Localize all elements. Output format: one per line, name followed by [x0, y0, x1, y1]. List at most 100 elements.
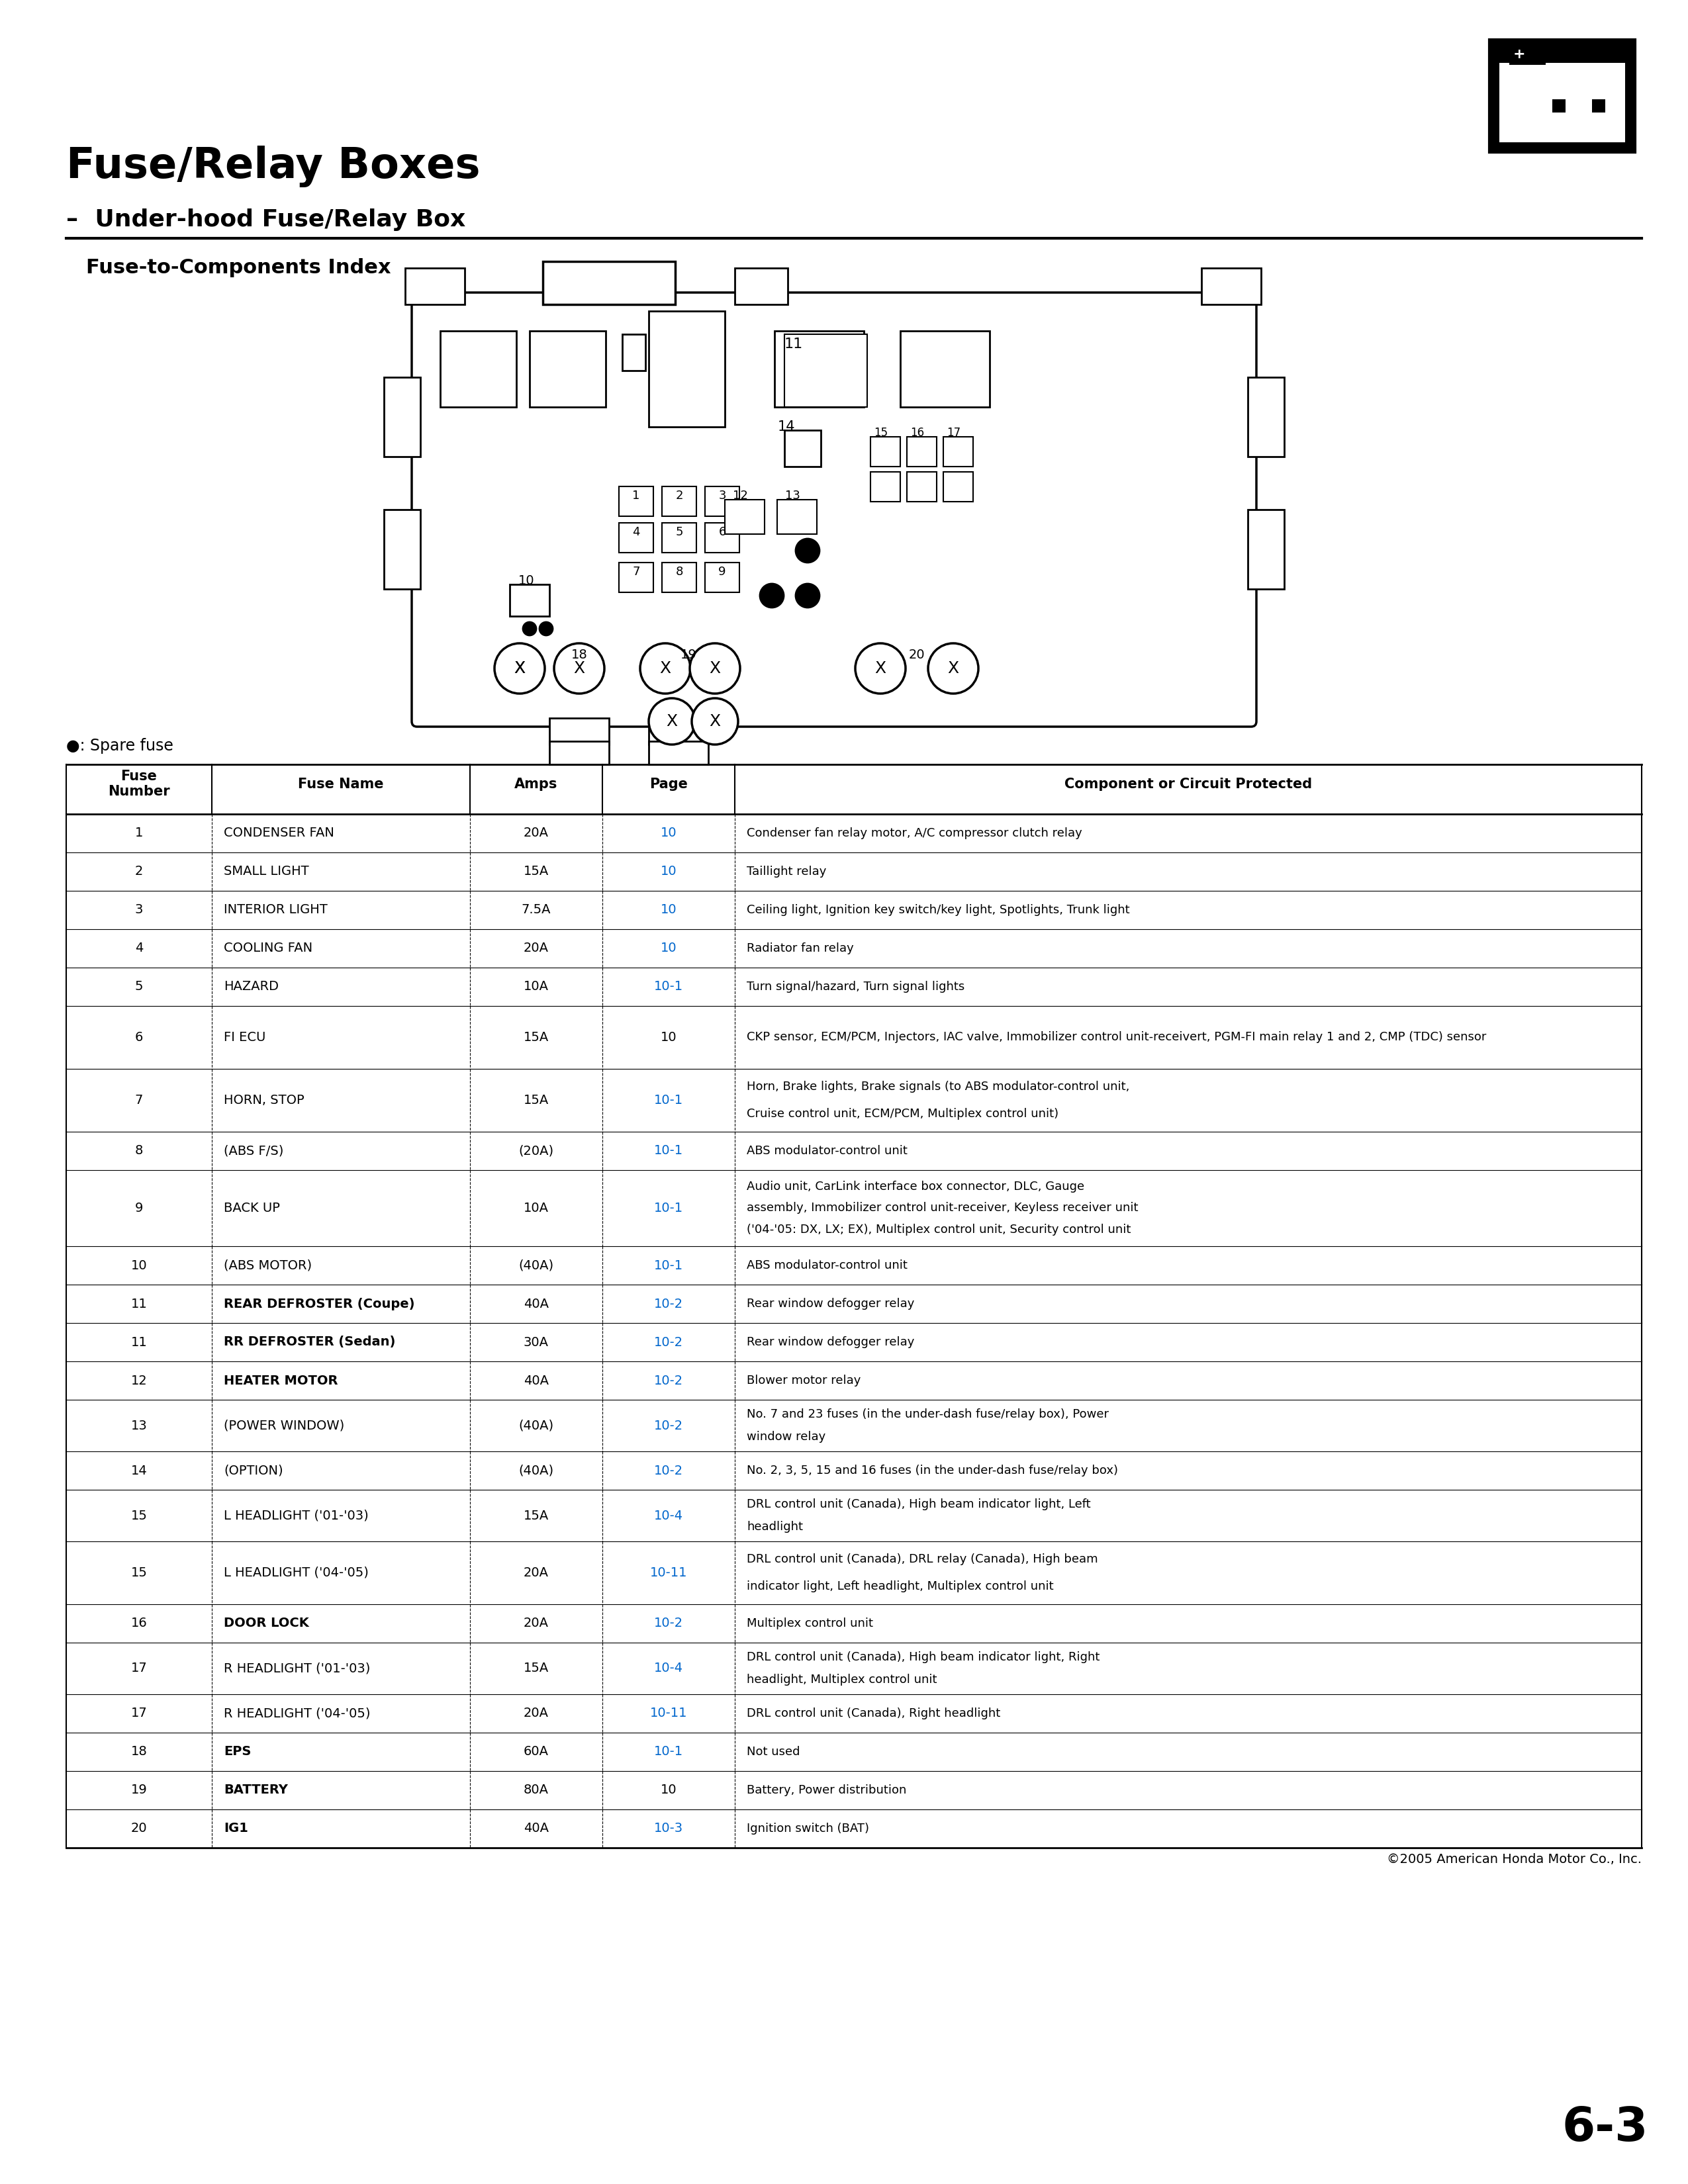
- Text: 1: 1: [633, 489, 640, 502]
- Text: 18: 18: [571, 649, 587, 662]
- Text: DRL control unit (Canada), DRL relay (Canada), High beam: DRL control unit (Canada), DRL relay (Ca…: [746, 1553, 1097, 1566]
- Text: 5: 5: [135, 981, 143, 994]
- Text: Fuse Name: Fuse Name: [299, 778, 383, 791]
- Text: 10-1: 10-1: [653, 1144, 684, 1158]
- Text: 30A: 30A: [523, 1337, 549, 1348]
- Text: 15A: 15A: [523, 865, 549, 878]
- Bar: [1489, 39, 1636, 153]
- Text: L HEADLIGHT ('01-'03): L HEADLIGHT ('01-'03): [225, 1509, 368, 1522]
- Bar: [734, 269, 788, 304]
- Text: 14: 14: [132, 1463, 147, 1476]
- Text: Not used: Not used: [746, 1745, 800, 1758]
- Text: X: X: [513, 660, 525, 677]
- Bar: [1247, 378, 1285, 456]
- Text: X: X: [874, 660, 886, 677]
- Text: 10-4: 10-4: [653, 1662, 684, 1675]
- Text: ©2005 American Honda Motor Co., Inc.: ©2005 American Honda Motor Co., Inc.: [1388, 1852, 1642, 1865]
- Text: 10-2: 10-2: [653, 1297, 684, 1310]
- Circle shape: [648, 699, 695, 745]
- Text: R HEADLIGHT ('04-'05): R HEADLIGHT ('04-'05): [225, 1708, 370, 1719]
- Circle shape: [640, 644, 690, 695]
- Text: Cruise control unit, ECM/PCM, Multiplex control unit): Cruise control unit, ECM/PCM, Multiplex …: [746, 1107, 1058, 1120]
- Bar: [785, 430, 820, 467]
- Text: 10: 10: [660, 865, 677, 878]
- Text: +: +: [1512, 48, 1526, 61]
- Bar: [648, 740, 709, 764]
- Text: (POWER WINDOW): (POWER WINDOW): [225, 1420, 344, 1433]
- Text: Amps: Amps: [515, 778, 557, 791]
- Text: R HEADLIGHT ('01-'03): R HEADLIGHT ('01-'03): [225, 1662, 370, 1675]
- Text: Page: Page: [650, 778, 687, 791]
- Text: Battery, Power distribution: Battery, Power distribution: [746, 1784, 906, 1795]
- Text: 16: 16: [910, 426, 925, 439]
- Text: DOOR LOCK: DOOR LOCK: [225, 1616, 309, 1629]
- Text: HORN, STOP: HORN, STOP: [225, 1094, 304, 1107]
- Text: ABS modulator-control unit: ABS modulator-control unit: [746, 1260, 908, 1271]
- Bar: [530, 332, 606, 406]
- Text: 15: 15: [130, 1566, 147, 1579]
- Bar: [619, 522, 653, 553]
- Bar: [383, 378, 420, 456]
- Circle shape: [554, 644, 604, 695]
- Text: 6: 6: [135, 1031, 143, 1044]
- Bar: [906, 472, 937, 502]
- Bar: [944, 472, 972, 502]
- Text: 20A: 20A: [523, 1566, 549, 1579]
- Bar: [900, 332, 989, 406]
- Text: ABS modulator-control unit: ABS modulator-control unit: [746, 1144, 908, 1158]
- Circle shape: [795, 539, 819, 563]
- Bar: [510, 585, 549, 616]
- Text: Radiator fan relay: Radiator fan relay: [746, 943, 854, 954]
- Text: 10-2: 10-2: [653, 1616, 684, 1629]
- Circle shape: [540, 622, 552, 636]
- Text: X: X: [513, 660, 525, 677]
- Bar: [775, 332, 864, 406]
- Text: Audio unit, CarLink interface box connector, DLC, Gauge: Audio unit, CarLink interface box connec…: [746, 1182, 1084, 1192]
- Text: 11: 11: [785, 339, 803, 352]
- Text: 3: 3: [719, 489, 726, 502]
- Text: CONDENSER FAN: CONDENSER FAN: [225, 828, 334, 839]
- Bar: [724, 500, 765, 535]
- Text: 18: 18: [132, 1745, 147, 1758]
- Bar: [1553, 98, 1565, 114]
- Text: 17: 17: [132, 1708, 147, 1719]
- Text: 14: 14: [778, 419, 795, 432]
- Text: 4: 4: [135, 941, 143, 954]
- Text: Fuse
Number: Fuse Number: [108, 769, 170, 799]
- Bar: [405, 269, 464, 304]
- Text: –  Under-hood Fuse/Relay Box: – Under-hood Fuse/Relay Box: [66, 207, 466, 232]
- Bar: [441, 332, 517, 406]
- Bar: [785, 334, 868, 406]
- Bar: [706, 522, 739, 553]
- Text: Blower motor relay: Blower motor relay: [746, 1374, 861, 1387]
- Text: (OPTION): (OPTION): [225, 1463, 284, 1476]
- Text: 10-1: 10-1: [653, 981, 684, 994]
- Text: 7.5A: 7.5A: [522, 904, 550, 917]
- Text: 20A: 20A: [523, 1616, 549, 1629]
- Bar: [662, 563, 697, 592]
- Text: indicator light, Left headlight, Multiplex control unit: indicator light, Left headlight, Multipl…: [746, 1581, 1053, 1592]
- Text: 20A: 20A: [523, 828, 549, 839]
- Text: 5: 5: [675, 526, 684, 537]
- Text: window relay: window relay: [746, 1431, 825, 1441]
- Text: 10-1: 10-1: [653, 1201, 684, 1214]
- Text: 10-1: 10-1: [653, 1745, 684, 1758]
- Text: 2: 2: [675, 489, 684, 502]
- Text: DRL control unit (Canada), High beam indicator light, Right: DRL control unit (Canada), High beam ind…: [746, 1651, 1101, 1664]
- Text: 20A: 20A: [523, 1708, 549, 1719]
- Text: 10-4: 10-4: [653, 1509, 684, 1522]
- Text: 10-11: 10-11: [650, 1708, 687, 1719]
- Text: 10: 10: [660, 828, 677, 839]
- Text: 10: 10: [660, 904, 677, 917]
- Text: 40A: 40A: [523, 1821, 549, 1835]
- Text: ●: Spare fuse: ●: Spare fuse: [66, 738, 174, 753]
- Bar: [871, 437, 900, 467]
- Text: 10: 10: [660, 941, 677, 954]
- Bar: [871, 472, 900, 502]
- Text: ('04-'05: DX, LX; EX), Multiplex control unit, Security control unit: ('04-'05: DX, LX; EX), Multiplex control…: [746, 1223, 1131, 1236]
- Text: X: X: [667, 714, 677, 729]
- Text: REAR DEFROSTER (Coupe): REAR DEFROSTER (Coupe): [225, 1297, 415, 1310]
- Text: 10-1: 10-1: [653, 1094, 684, 1107]
- Text: EPS: EPS: [225, 1745, 252, 1758]
- Text: 19: 19: [132, 1784, 147, 1797]
